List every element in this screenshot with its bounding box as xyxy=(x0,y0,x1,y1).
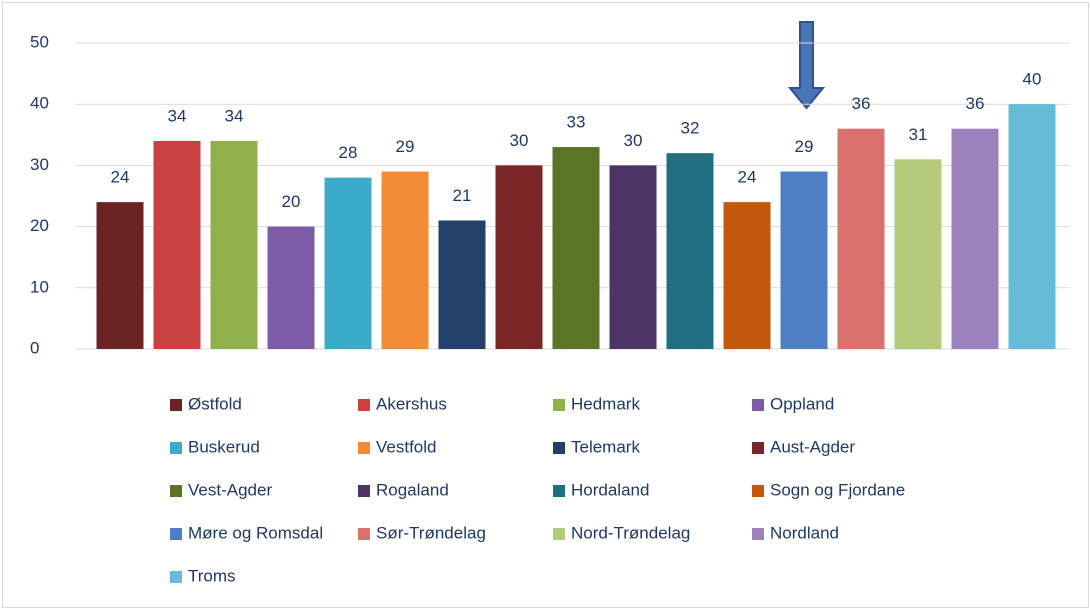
data-label: 28 xyxy=(339,143,358,162)
data-label: 24 xyxy=(111,168,130,187)
arrow-annotation xyxy=(787,21,826,110)
data-label: 33 xyxy=(567,113,586,132)
data-label: 29 xyxy=(795,137,814,156)
legend-label: Vestfold xyxy=(376,437,437,456)
data-label: 31 xyxy=(909,125,928,144)
bar xyxy=(267,226,315,349)
legend-label: Aust-Agder xyxy=(770,437,855,456)
data-label: 24 xyxy=(738,168,757,187)
data-label: 30 xyxy=(624,131,643,150)
bar xyxy=(210,140,258,349)
legend-label: Troms xyxy=(188,566,236,585)
legend-label: Hedmark xyxy=(571,394,640,413)
data-label: 40 xyxy=(1023,70,1042,89)
legend-swatch xyxy=(170,485,182,497)
legend-swatch xyxy=(553,528,565,540)
data-label: 30 xyxy=(510,131,529,150)
legend-label: Møre og Romsdal xyxy=(188,523,323,542)
legend-label: Akershus xyxy=(376,394,447,413)
y-tick-label: 10 xyxy=(30,277,49,296)
bar xyxy=(381,171,429,349)
bar xyxy=(96,202,144,349)
legend-label: Østfold xyxy=(188,394,242,413)
legend-swatch xyxy=(170,399,182,411)
y-tick-label: 50 xyxy=(30,32,49,51)
legend-swatch xyxy=(358,399,370,411)
legend-label: Buskerud xyxy=(188,437,260,456)
legend-label: Sogn og Fjordane xyxy=(770,480,905,499)
legend-swatch xyxy=(170,442,182,454)
legend-swatch xyxy=(752,442,764,454)
y-tick-label: 20 xyxy=(30,216,49,235)
y-tick-label: 30 xyxy=(30,155,49,174)
bar xyxy=(894,159,942,349)
legend-label: Hordaland xyxy=(571,480,649,499)
legend-label: Rogaland xyxy=(376,480,449,499)
legend-label: Nordland xyxy=(770,523,839,542)
data-label: 32 xyxy=(681,119,700,138)
legend-swatch xyxy=(752,485,764,497)
legend-swatch xyxy=(358,485,370,497)
legend-swatch xyxy=(752,399,764,411)
legend-swatch xyxy=(553,399,565,411)
legend-swatch xyxy=(752,528,764,540)
bar xyxy=(780,171,828,349)
data-label: 21 xyxy=(453,186,472,205)
data-label: 34 xyxy=(225,106,244,125)
legend-label: Nord-Trøndelag xyxy=(571,523,690,542)
bar xyxy=(951,128,999,349)
legend-label: Oppland xyxy=(770,394,834,413)
data-label: 36 xyxy=(966,94,985,113)
legend-swatch xyxy=(358,442,370,454)
data-label: 34 xyxy=(168,106,187,125)
y-tick-label: 40 xyxy=(30,94,49,113)
bar xyxy=(438,220,486,349)
bar xyxy=(324,177,372,349)
legend-swatch xyxy=(553,485,565,497)
legend-swatch xyxy=(553,442,565,454)
legend-swatch xyxy=(358,528,370,540)
legend-label: Sør-Trøndelag xyxy=(376,523,486,542)
bar xyxy=(1008,104,1056,349)
legend-swatch xyxy=(170,528,182,540)
data-label: 20 xyxy=(282,192,301,211)
bar xyxy=(837,128,885,349)
data-label: 36 xyxy=(852,94,871,113)
legend-swatch xyxy=(170,571,182,583)
legend-label: Telemark xyxy=(571,437,640,456)
bar xyxy=(723,202,771,349)
bar xyxy=(552,147,600,349)
bar xyxy=(609,165,657,349)
data-label: 29 xyxy=(396,137,415,156)
legend-label: Vest-Agder xyxy=(188,480,272,499)
bar xyxy=(495,165,543,349)
bar xyxy=(153,140,201,349)
y-tick-label: 0 xyxy=(30,338,39,357)
bar xyxy=(666,153,714,349)
